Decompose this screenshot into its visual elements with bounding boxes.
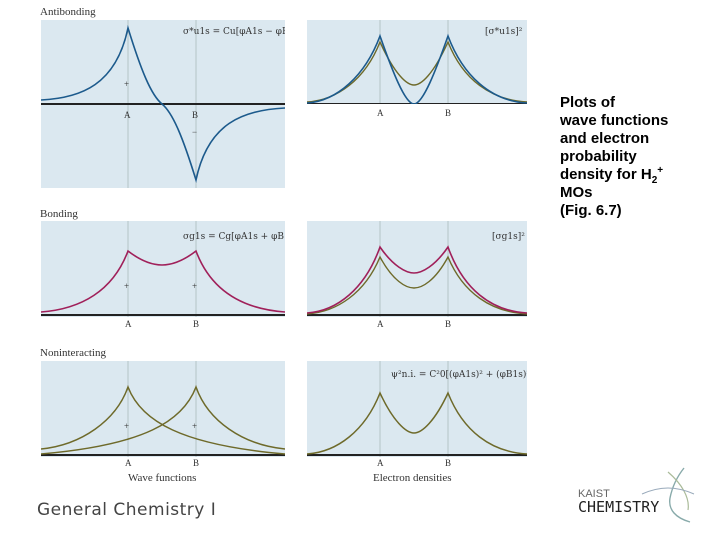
minus-label: −: [192, 127, 197, 137]
figure-caption: Plots of wave functions and electron pro…: [560, 94, 720, 220]
course-title: General Chemistry I: [37, 500, 217, 520]
panel-noninteracting-density: ψ²n.i. = C²0[(φA1s)² + (φB1s)²] A B: [307, 361, 527, 468]
column-caption-electron-densities: Electron densities: [373, 472, 452, 484]
panel-antibonding-wave: σ*u1s = Cu[φA1s − φB1s] + − A B: [41, 20, 285, 188]
section-label-bonding: Bonding: [40, 208, 78, 220]
logo-swirl-icon: [641, 487, 695, 495]
nucleus-a-label: A: [125, 319, 132, 329]
logo-swirl-icon: [667, 471, 689, 511]
panel-background: [307, 221, 527, 317]
caption-line: (Fig. 6.7): [560, 202, 622, 219]
logo-text-kaist: KAIST: [578, 488, 610, 500]
panel-formula: [σ*u1s]²: [485, 27, 523, 37]
caption-line: probability: [560, 148, 637, 165]
nucleus-a-label: A: [377, 458, 384, 468]
plus-label-b: +: [192, 281, 197, 291]
caption-superscript: +: [657, 165, 664, 176]
noninteracting-density-curve: [307, 255, 527, 315]
nucleus-b-label: B: [193, 458, 200, 468]
orbital-b-curve: [41, 384, 285, 455]
panel-bonding-wave: σg1s = Cg[φA1s + φB1s] + + A B: [41, 221, 285, 329]
plus-label-a: +: [124, 421, 129, 431]
panel-formula: [σg1s]²: [492, 232, 525, 242]
section-label-noninteracting: Noninteracting: [40, 347, 106, 359]
noninteracting-density-curve: [307, 40, 527, 103]
plus-label: +: [124, 79, 129, 89]
column-caption-wave-functions: Wave functions: [128, 472, 197, 484]
nucleus-b-label: B: [445, 108, 452, 118]
panel-formula: σg1s = Cg[φA1s + φB1s]: [183, 232, 285, 242]
antibonding-wave-curve: [41, 24, 285, 184]
caption-line: MOs: [560, 184, 593, 201]
bonding-density-curve: [307, 245, 527, 314]
panel-antibonding-density: [σ*u1s]² A B: [307, 20, 527, 118]
caption-line: wave functions: [560, 112, 669, 129]
caption-text: density for H: [560, 166, 652, 183]
panel-background: [41, 361, 285, 457]
orbital-a-curve: [41, 384, 285, 455]
logo-swirl-icon: [669, 467, 691, 523]
nucleus-b-label: B: [192, 110, 198, 120]
antibonding-density-curve: [307, 33, 527, 104]
panel-formula: σ*u1s = Cu[φA1s − φB1s]: [183, 27, 285, 37]
panel-bonding-density: [σg1s]² A B: [307, 221, 527, 329]
nucleus-a-label: A: [125, 458, 132, 468]
section-label-antibonding: Antibonding: [40, 6, 96, 18]
nucleus-b-label: B: [193, 319, 200, 329]
nucleus-a-label: A: [124, 110, 131, 120]
nucleus-b-label: B: [445, 319, 452, 329]
nucleus-a-label: A: [377, 108, 384, 118]
panel-formula: ψ²n.i. = C²0[(φA1s)² + (φB1s)²]: [391, 369, 527, 380]
caption-line: Plots of: [560, 94, 615, 111]
bonding-wave-curve: [41, 249, 285, 313]
plus-label-a: +: [124, 281, 129, 291]
caption-subscript: 2: [651, 175, 658, 186]
panel-noninteracting-wave: + + A B: [41, 361, 285, 468]
noninteracting-density-curve: [307, 391, 527, 455]
kaist-chemistry-logo: KAIST CHEMISTRY: [572, 464, 702, 524]
panel-background: [41, 221, 285, 317]
caption-line: and electron: [560, 130, 650, 147]
nucleus-b-label: B: [445, 458, 452, 468]
nucleus-a-label: A: [377, 319, 384, 329]
caption-line-formula: density for H2+: [560, 165, 720, 186]
logo-text-chemistry: CHEMISTRY: [578, 498, 659, 516]
plus-label-b: +: [192, 421, 197, 431]
